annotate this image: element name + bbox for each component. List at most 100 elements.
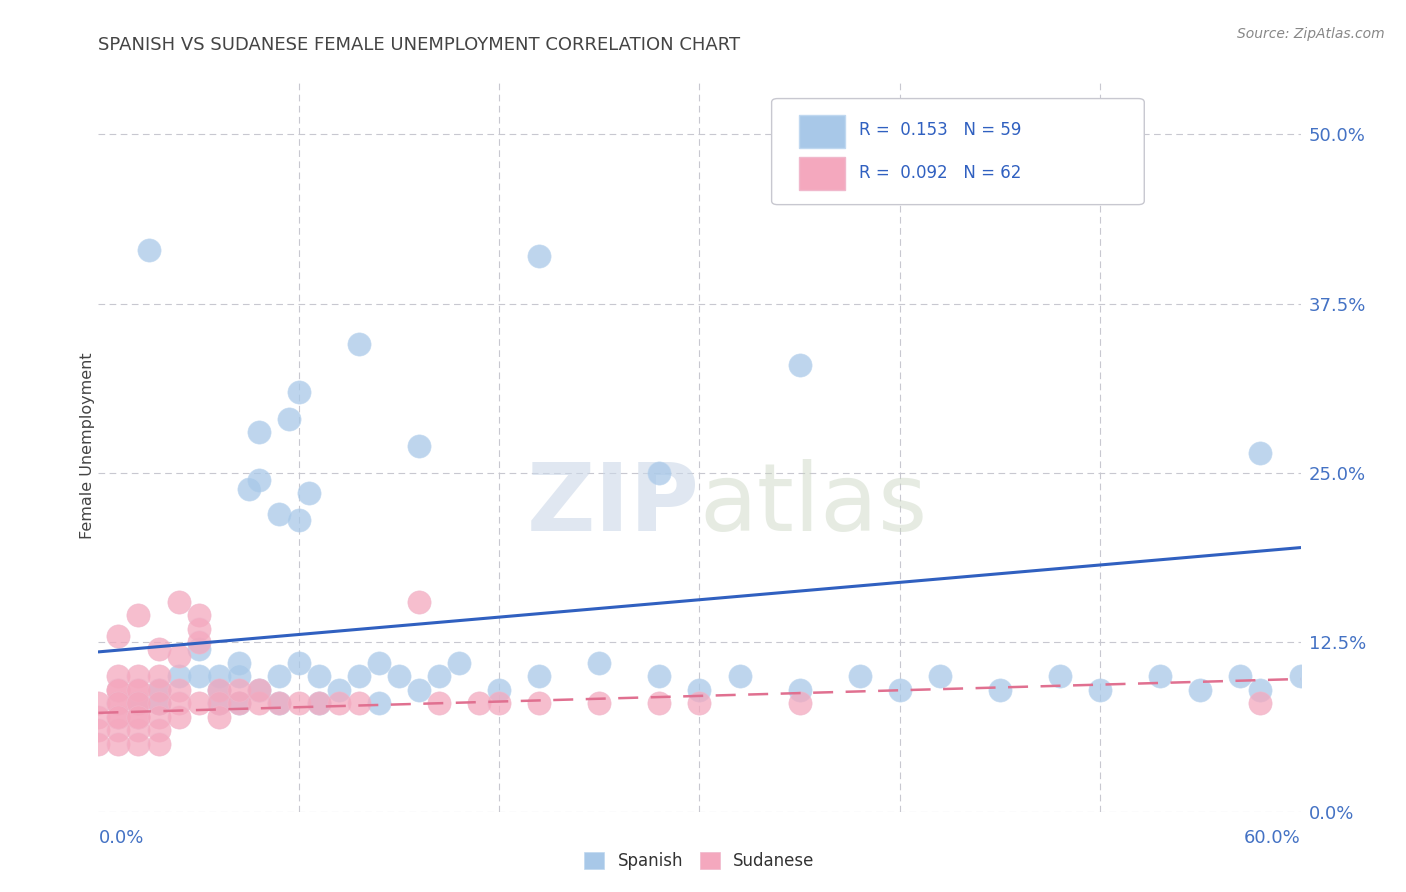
Point — [1229, 669, 1251, 683]
Point — [1250, 446, 1272, 460]
Point — [148, 697, 170, 711]
Point — [588, 697, 610, 711]
Point — [689, 682, 711, 697]
Point — [107, 682, 129, 697]
Point — [889, 682, 911, 697]
Point — [1250, 682, 1272, 697]
Point — [347, 697, 370, 711]
Point — [277, 412, 299, 426]
Point — [648, 669, 671, 683]
Point — [148, 669, 170, 683]
Text: ZIP: ZIP — [527, 458, 700, 550]
Point — [388, 669, 411, 683]
Point — [167, 697, 190, 711]
Point — [167, 710, 190, 724]
Bar — [799, 115, 845, 148]
Point — [128, 682, 150, 697]
Point — [167, 669, 190, 683]
Point — [247, 682, 270, 697]
Point — [468, 697, 491, 711]
Point — [107, 629, 129, 643]
Point — [208, 682, 231, 697]
Point — [267, 507, 290, 521]
Point — [308, 697, 330, 711]
Point — [298, 486, 321, 500]
FancyBboxPatch shape — [772, 99, 1144, 204]
Point — [368, 697, 391, 711]
Point — [128, 710, 150, 724]
Point — [427, 669, 450, 683]
Point — [529, 249, 551, 263]
Point — [128, 697, 150, 711]
Point — [128, 682, 150, 697]
Point — [408, 682, 430, 697]
Text: R =  0.153   N = 59: R = 0.153 N = 59 — [859, 121, 1022, 139]
Point — [107, 669, 129, 683]
Point — [208, 697, 231, 711]
Point — [128, 697, 150, 711]
Point — [128, 669, 150, 683]
Point — [128, 697, 150, 711]
Point — [107, 697, 129, 711]
Point — [328, 697, 350, 711]
Text: Source: ZipAtlas.com: Source: ZipAtlas.com — [1237, 27, 1385, 41]
Point — [107, 710, 129, 724]
Point — [929, 669, 952, 683]
Point — [187, 635, 209, 649]
Point — [1049, 669, 1071, 683]
Point — [148, 737, 170, 751]
Point — [228, 697, 250, 711]
Point — [1189, 682, 1212, 697]
Y-axis label: Female Unemployment: Female Unemployment — [80, 352, 94, 540]
Point — [308, 669, 330, 683]
Point — [529, 697, 551, 711]
Point — [107, 697, 129, 711]
Point — [148, 710, 170, 724]
Text: atlas: atlas — [700, 458, 928, 550]
Point — [107, 723, 129, 738]
Point — [167, 682, 190, 697]
Point — [228, 697, 250, 711]
Point — [488, 697, 510, 711]
Point — [187, 622, 209, 636]
Point — [288, 697, 311, 711]
Point — [1149, 669, 1171, 683]
Point — [228, 682, 250, 697]
Point — [208, 682, 231, 697]
Point — [87, 697, 110, 711]
Point — [228, 656, 250, 670]
Point — [789, 697, 811, 711]
Point — [789, 358, 811, 372]
Point — [368, 656, 391, 670]
Legend: Spanish, Sudanese: Spanish, Sudanese — [578, 845, 821, 877]
Text: SPANISH VS SUDANESE FEMALE UNEMPLOYMENT CORRELATION CHART: SPANISH VS SUDANESE FEMALE UNEMPLOYMENT … — [98, 36, 741, 54]
Point — [1250, 697, 1272, 711]
Point — [208, 669, 231, 683]
Point — [247, 682, 270, 697]
Point — [138, 243, 160, 257]
Point — [148, 723, 170, 738]
Point — [267, 697, 290, 711]
Point — [789, 682, 811, 697]
Point — [247, 425, 270, 440]
Point — [187, 608, 209, 623]
Point — [308, 697, 330, 711]
Point — [728, 669, 751, 683]
Point — [128, 710, 150, 724]
Point — [529, 669, 551, 683]
Point — [328, 682, 350, 697]
Point — [247, 697, 270, 711]
Point — [148, 682, 170, 697]
Point — [408, 439, 430, 453]
Point — [87, 737, 110, 751]
Point — [107, 737, 129, 751]
Point — [488, 682, 510, 697]
Point — [87, 710, 110, 724]
Point — [288, 514, 311, 528]
Point — [588, 656, 610, 670]
Point — [107, 682, 129, 697]
Point — [288, 656, 311, 670]
Point — [87, 723, 110, 738]
Point — [238, 483, 260, 497]
Point — [347, 337, 370, 351]
